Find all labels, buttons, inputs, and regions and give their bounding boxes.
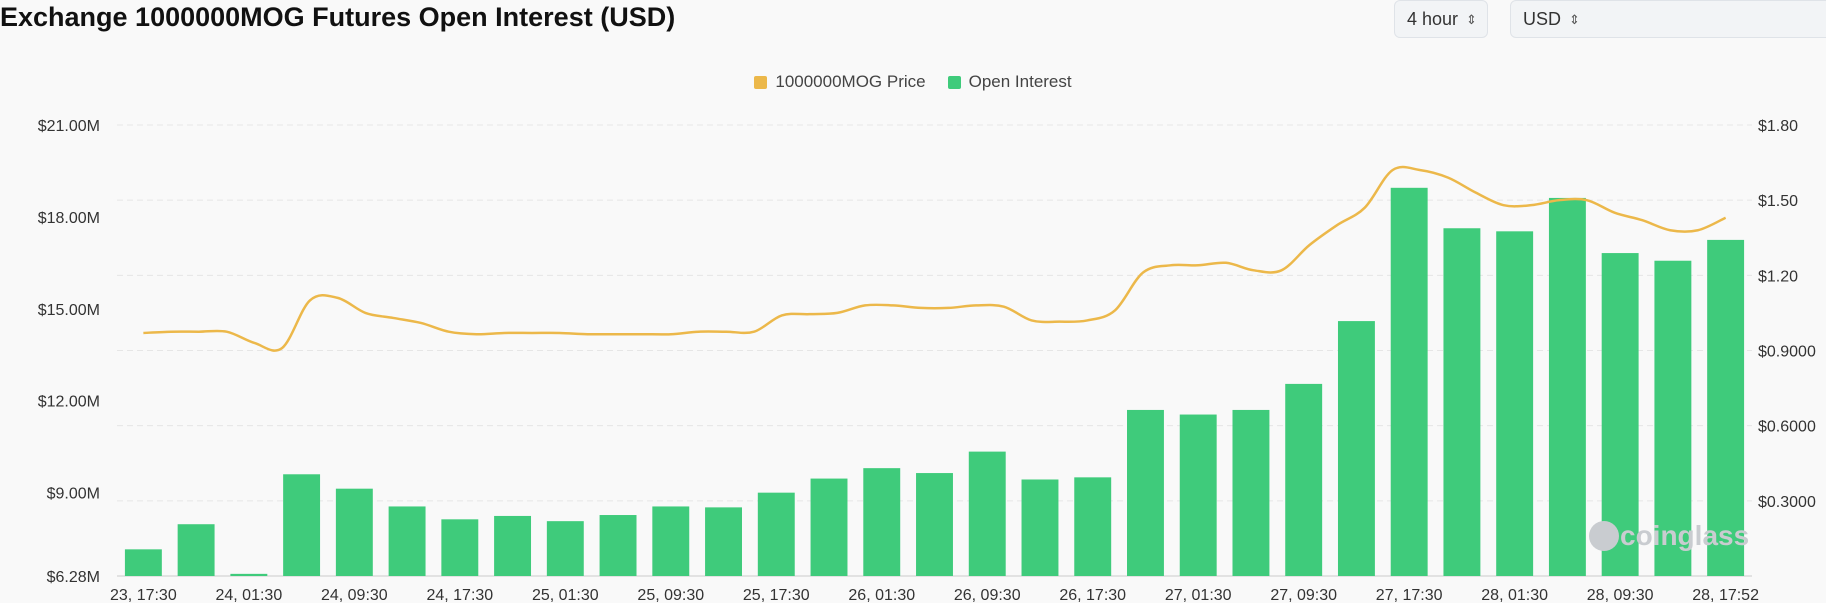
open-interest-bar bbox=[1390, 187, 1428, 577]
legend-item-open-interest[interactable]: Open Interest bbox=[947, 72, 1072, 92]
open-interest-bar bbox=[1654, 260, 1692, 576]
open-interest-bar bbox=[1285, 383, 1323, 576]
price-line bbox=[143, 165, 1727, 352]
coinglass-logo bbox=[1589, 521, 1619, 551]
open-interest-bar bbox=[863, 468, 901, 576]
y-axis-left-tick: $12.00M bbox=[38, 394, 100, 411]
x-axis-tick: 28, 17:52 bbox=[1692, 587, 1759, 603]
x-axis-tick: 25, 17:30 bbox=[743, 587, 810, 603]
open-interest-bar bbox=[599, 515, 637, 576]
x-axis-tick: 25, 01:30 bbox=[532, 587, 599, 603]
open-interest-bar bbox=[652, 506, 690, 576]
interval-label: 4 hour bbox=[1407, 8, 1459, 29]
open-interest-bar bbox=[230, 573, 268, 576]
open-interest-bar bbox=[968, 451, 1006, 576]
interval-select[interactable]: 4 hour ⇕ bbox=[1394, 0, 1488, 38]
open-interest-bar bbox=[810, 478, 848, 576]
x-axis-tick: 26, 01:30 bbox=[848, 587, 915, 603]
y-axis-right-tick: $0.3000 bbox=[1758, 494, 1816, 511]
open-interest-bar bbox=[1496, 231, 1534, 576]
chevron-up-down-icon: ⇕ bbox=[1569, 11, 1580, 27]
y-axis-left-tick: $18.00M bbox=[38, 210, 100, 227]
open-interest-bar bbox=[757, 492, 795, 576]
legend-swatch-open-interest bbox=[947, 75, 961, 89]
y-axis-right-tick: $1.20 bbox=[1758, 268, 1798, 285]
open-interest-bar bbox=[1127, 409, 1164, 576]
legend-swatch-price bbox=[754, 75, 768, 89]
chart-legend: 1000000MOG Price Open Interest bbox=[0, 72, 1826, 92]
open-interest-bar bbox=[283, 474, 321, 576]
open-interest-bar bbox=[1443, 228, 1481, 576]
open-interest-bar bbox=[124, 549, 162, 576]
open-interest-bar bbox=[1707, 239, 1745, 576]
y-axis-right-tick: $0.9000 bbox=[1758, 344, 1816, 361]
x-axis-tick: 27, 09:30 bbox=[1270, 587, 1337, 603]
y-axis-right-tick: $1.50 bbox=[1758, 193, 1798, 210]
x-axis-tick: 25, 09:30 bbox=[637, 587, 704, 603]
legend-label-price: 1000000MOG Price bbox=[775, 72, 926, 91]
open-interest-bar bbox=[1074, 477, 1112, 576]
y-axis-right-tick: $1.80 bbox=[1758, 118, 1798, 135]
currency-select[interactable]: USD ⇕ bbox=[1510, 0, 1826, 38]
x-axis-tick: 24, 17:30 bbox=[426, 587, 493, 603]
open-interest-bar bbox=[1179, 414, 1217, 576]
page-title: Exchange 1000000MOG Futures Open Interes… bbox=[0, 2, 676, 32]
currency-label: USD bbox=[1523, 8, 1562, 29]
open-interest-bar bbox=[441, 519, 479, 576]
y-axis-left-tick: $15.00M bbox=[38, 302, 100, 319]
y-axis-left-tick: $9.00M bbox=[47, 486, 100, 503]
y-axis-left-tick: $6.28M bbox=[47, 569, 100, 586]
x-axis-tick: 27, 17:30 bbox=[1376, 587, 1443, 603]
y-axis-right-tick: $0.6000 bbox=[1758, 419, 1816, 436]
open-interest-bar bbox=[494, 515, 532, 576]
x-axis-tick: 26, 09:30 bbox=[954, 587, 1021, 603]
x-axis-tick: 28, 09:30 bbox=[1587, 587, 1654, 603]
chevron-up-down-icon: ⇕ bbox=[1466, 11, 1477, 27]
legend-item-price[interactable]: 1000000MOG Price bbox=[754, 72, 926, 92]
open-interest-bar bbox=[388, 506, 426, 576]
open-interest-bar bbox=[177, 524, 215, 576]
open-interest-bar bbox=[1548, 197, 1586, 576]
open-interest-bar bbox=[335, 488, 373, 576]
coinglass-watermark: coinglass bbox=[1620, 520, 1749, 551]
x-axis-tick: 24, 09:30 bbox=[321, 587, 388, 603]
x-axis-tick: 28, 01:30 bbox=[1481, 587, 1548, 603]
open-interest-bar bbox=[1232, 409, 1270, 576]
x-axis-tick: 26, 17:30 bbox=[1059, 587, 1126, 603]
y-axis-left-tick: $21.00M bbox=[38, 118, 100, 135]
x-axis-tick: 23, 17:30 bbox=[110, 587, 177, 603]
x-axis-tick: 27, 01:30 bbox=[1165, 587, 1232, 603]
open-interest-bar bbox=[1337, 321, 1375, 576]
open-interest-bar bbox=[546, 521, 584, 576]
open-interest-bar bbox=[1021, 479, 1059, 576]
x-axis-tick: 24, 01:30 bbox=[215, 587, 282, 603]
legend-label-open-interest: Open Interest bbox=[968, 72, 1072, 91]
open-interest-bar bbox=[705, 507, 742, 576]
open-interest-bar bbox=[916, 473, 953, 576]
